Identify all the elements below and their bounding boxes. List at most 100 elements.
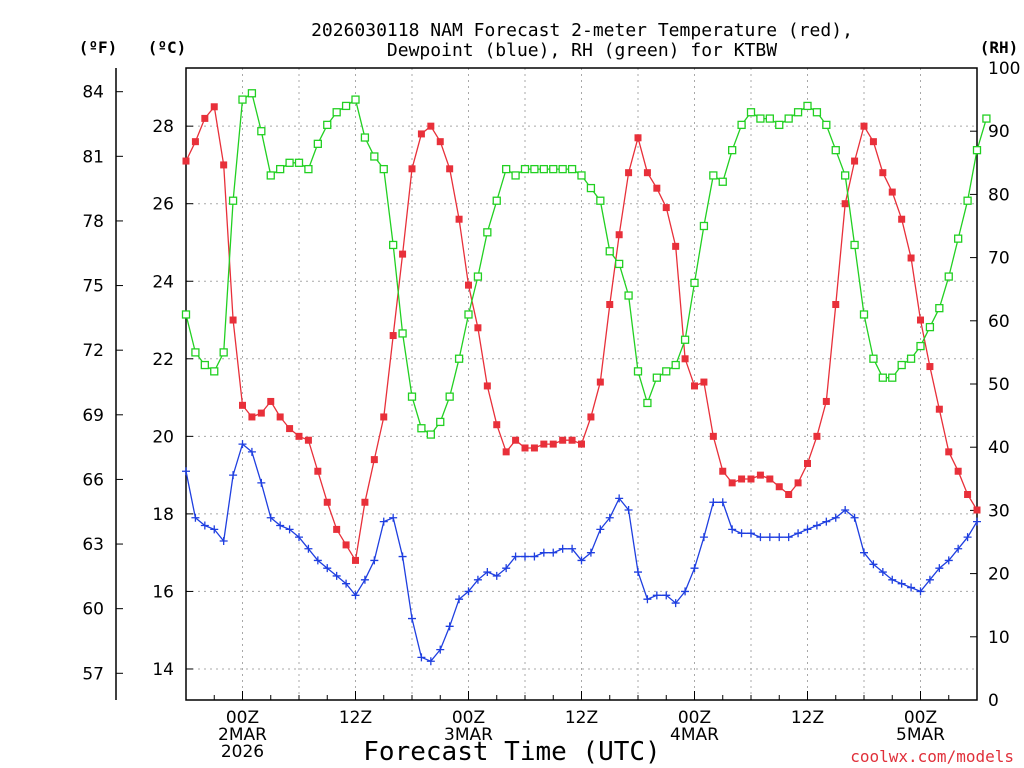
- dewpoint-point: [351, 591, 360, 600]
- temperature-point: [738, 475, 746, 483]
- dewpoint-point: [888, 575, 897, 584]
- temperature-point: [794, 479, 802, 487]
- dewpoint-point: [765, 533, 774, 542]
- rh-point: [803, 101, 812, 111]
- dewpoint-point: [718, 498, 727, 507]
- rh-point: [502, 164, 511, 174]
- dewpoint-point: [850, 513, 859, 522]
- x-tick-label: 00Z: [452, 708, 485, 728]
- temperature-point: [700, 378, 708, 386]
- temperature-point: [549, 440, 557, 448]
- temperature-point: [399, 250, 407, 258]
- dewpoint-point: [662, 591, 671, 600]
- temperature-point: [559, 436, 567, 444]
- rh-point: [633, 367, 643, 376]
- temperature-point: [907, 254, 915, 262]
- dewpoint-point: [521, 552, 529, 561]
- temperature-point: [295, 432, 303, 440]
- dewpoint-point: [747, 529, 755, 538]
- x-tick-label: 00Z: [226, 708, 259, 728]
- temperature-point: [945, 448, 953, 456]
- rh-point: [191, 348, 200, 357]
- rh-point: [982, 114, 991, 123]
- rh-point: [643, 398, 652, 408]
- rh-tick-label: 100: [988, 59, 1020, 79]
- rh-point: [690, 278, 699, 288]
- rh-point: [530, 164, 539, 174]
- temperature-point: [596, 378, 604, 386]
- temperature-point: [352, 556, 359, 564]
- rh-point: [436, 417, 445, 427]
- dewpoint-point: [436, 645, 445, 654]
- dewpoint-point: [276, 521, 285, 530]
- rh-point: [605, 247, 614, 256]
- temperature-point: [465, 281, 472, 289]
- fahrenheit-tick-label: 75: [82, 277, 104, 297]
- temperature-point: [323, 498, 331, 506]
- temperature-point: [926, 363, 934, 371]
- dewpoint-point: [408, 614, 416, 623]
- rh-point: [944, 272, 953, 281]
- rh-point: [313, 139, 322, 148]
- rh-point: [247, 89, 257, 98]
- celsius-tick-label: 28: [152, 117, 174, 137]
- rh-point: [784, 114, 793, 123]
- dewpoint-point: [304, 544, 313, 553]
- rh-point: [954, 234, 963, 243]
- temperature-point: [512, 436, 520, 444]
- rh-point: [615, 259, 624, 269]
- dewpoint-point: [728, 525, 737, 534]
- dewpoint-point: [464, 587, 473, 596]
- rh-point: [596, 196, 605, 205]
- rh-point: [323, 120, 332, 130]
- rh-point: [577, 171, 586, 180]
- dewpoint-point: [756, 533, 765, 542]
- rh-point: [294, 158, 304, 167]
- temperature-point: [333, 525, 341, 533]
- rh-point: [906, 354, 916, 363]
- rh-tick-label: 50: [988, 375, 1010, 395]
- rh-point: [765, 114, 774, 123]
- temperature-point: [860, 122, 868, 130]
- temperature-point: [436, 138, 444, 146]
- dewpoint-point: [794, 529, 803, 538]
- rh-tick-label: 80: [988, 185, 1010, 205]
- rh-point: [398, 329, 407, 338]
- rh-point: [897, 360, 906, 370]
- chart-title-line-1: 2026030118 NAM Forecast 2-meter Temperat…: [311, 20, 853, 41]
- dewpoint-point: [219, 537, 228, 546]
- rh-point: [520, 164, 530, 174]
- temperature-point: [201, 114, 209, 122]
- temperature-point: [474, 324, 482, 332]
- dewpoint-point: [492, 571, 501, 580]
- rh-point: [483, 228, 492, 237]
- rh-point: [775, 120, 784, 130]
- rh-tick-label: 10: [988, 628, 1010, 648]
- rh-point: [841, 171, 850, 180]
- fahrenheit-tick-label: 69: [82, 406, 104, 426]
- fahrenheit-tick-label: 66: [82, 470, 104, 490]
- dewpoint-point: [652, 591, 661, 600]
- rh-point: [492, 196, 501, 205]
- dewpoint-point: [285, 525, 294, 534]
- temperature-point: [446, 165, 454, 173]
- rh-point: [718, 177, 727, 186]
- dewpoint-point: [549, 548, 558, 557]
- temperature-point: [766, 475, 774, 483]
- x-tick-label: 12Z: [565, 708, 598, 728]
- rh-point: [181, 310, 191, 319]
- dewpoint-point: [257, 478, 266, 487]
- rh-point: [709, 171, 718, 180]
- temperature-point: [248, 413, 256, 421]
- temperature-point: [973, 506, 981, 514]
- celsius-unit-label: (ºC): [148, 38, 187, 57]
- rh-point: [822, 120, 831, 130]
- temperature-point: [370, 456, 378, 464]
- data-series: [181, 89, 991, 666]
- x-tick-label: 5MAR: [896, 725, 945, 745]
- celsius-tick-label: 18: [152, 505, 174, 525]
- dewpoint-point: [643, 595, 652, 604]
- dewpoint-point: [671, 599, 680, 608]
- rh-point: [454, 354, 464, 363]
- rh-point: [370, 152, 379, 161]
